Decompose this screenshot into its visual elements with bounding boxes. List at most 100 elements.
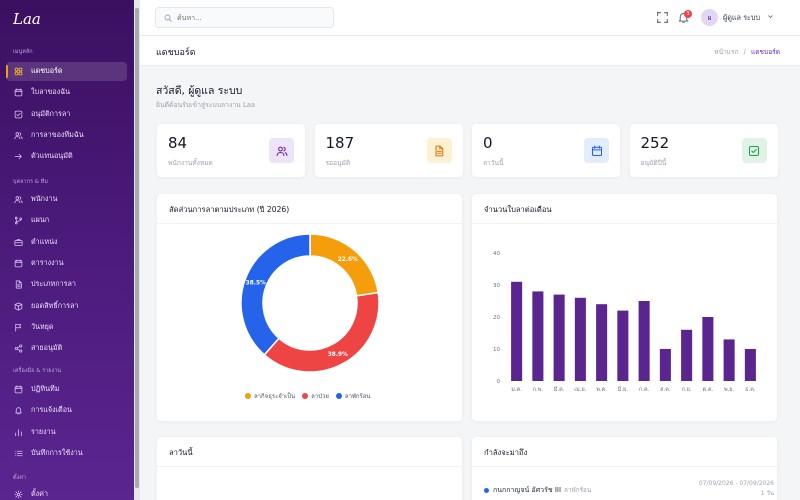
sidebar-scrollbar-thumb[interactable] [135,8,139,488]
breadcrumb-home[interactable]: หน้าแรก [714,48,739,56]
bar[interactable] [659,349,671,381]
calendar-icon [14,385,23,394]
sidebar-item[interactable]: สายอนุมัติ [6,339,127,358]
sidebar-item[interactable]: รายงาน [6,423,127,442]
sidebar-item[interactable]: ปฏิทินทีม [6,380,127,399]
app-logo[interactable]: Laa [13,10,41,28]
breadcrumb-current: แดชบอร์ด [751,48,780,56]
sidebar-item-label: ตั้งค่า [31,489,49,498]
leave-days: 1 วัน [760,490,774,497]
sidebar-item[interactable]: แดชบอร์ด [6,62,127,81]
y-tick-label: 10 [493,347,500,353]
card-title: จำนวนใบลาต่อเดือน [484,205,552,214]
sidebar-item[interactable]: ยอดสิทธิ์การลา [6,297,127,316]
y-tick-label: 40 [493,251,500,257]
sidebar-item-label: อนุมัติการลา [31,108,71,118]
bar-chart: 0 10 20 30 40 ม.ค. ก.พ. มี.ค. เม.ย. พ.ค. มิ.ย. ก.ค.… [493,251,756,393]
flag-icon [14,323,23,332]
bar[interactable] [532,291,544,381]
bar[interactable] [553,294,565,381]
sidebar-item[interactable]: บันทึกการใช้งาน [6,444,127,463]
breadcrumb-separator: / [743,48,746,56]
avatar[interactable]: ผ [701,9,718,26]
stat-label: พนักงานทั้งหมด [168,159,213,167]
sidebar-section-label: ตั้งค่า [13,475,27,481]
x-tick-label: ธ.ค. [745,386,756,393]
bar[interactable] [681,329,693,381]
x-tick-label: มิ.ย. [617,386,628,393]
sidebar-scrollbar[interactable] [134,0,140,500]
calendar-icon [14,259,23,268]
x-tick-label: ส.ค. [660,386,671,393]
bar[interactable] [574,297,586,381]
sidebar-item[interactable]: ตำแหน่ง [6,233,127,252]
bar[interactable] [744,349,756,381]
slice-label: 38.9% [328,352,348,358]
users-icon [14,131,23,140]
notification-badge: 3 [684,10,692,18]
donut-slice[interactable] [240,233,311,356]
sidebar-item[interactable]: ใบลาของฉัน [6,83,127,102]
legend-item[interactable]: ลาพักร้อน [335,391,371,401]
slice-label: 38.5% [246,280,266,286]
x-tick-label: เม.ย. [574,387,586,393]
greeting: สวัสดี, ผู้ดูแล ระบบ [156,85,243,97]
x-tick-label: ต.ค. [703,387,714,393]
fullscreen-icon[interactable] [656,11,669,24]
legend-item[interactable]: ลากิจธุระจำเป็น [245,391,295,401]
legend-swatch [335,393,342,399]
sidebar-item-label: ใบลาของฉัน [31,87,71,97]
donut-slice[interactable] [263,291,380,373]
sidebar-item[interactable]: การลาของทีมฉัน [6,126,127,145]
briefcase-icon [14,238,23,247]
check-square-icon [14,110,23,119]
sidebar-item[interactable]: พนักงาน [6,190,127,209]
sidebar-item[interactable]: การแจ้งเตือน [6,401,127,420]
stat-label: รออนุมัติ [325,159,351,167]
legend-item[interactable]: ลาป่วย [302,391,329,401]
sidebar-item[interactable]: ตารางงาน [6,254,127,273]
slice-label: 22.6% [338,257,358,263]
chevron-down-icon[interactable] [767,13,774,20]
bar[interactable] [617,310,629,381]
user-name[interactable]: ผู้ดูแล ระบบ [723,13,761,22]
bar[interactable] [596,304,608,381]
x-tick-label: มี.ค. [553,386,564,393]
x-tick-label: ก.พ. [533,387,544,393]
card-title: สัดส่วนการลาตามประเภท (ปี 2026) [169,205,290,214]
page-header: แดชบอร์ด หน้าแรก / แดชบอร์ด [140,36,800,66]
arrow-right-icon [14,152,23,161]
users-icon [14,195,23,204]
sidebar-item[interactable]: ประเภทการลา [6,275,127,294]
x-tick-label: ก.ค. [639,387,650,393]
card-header [472,194,777,224]
card-title: ลาวันนี้ [169,448,193,457]
sidebar-item[interactable]: แผนก [6,211,127,230]
sidebar-item-label: ตารางงาน [31,257,64,267]
bar[interactable] [702,317,714,381]
sidebar-item[interactable]: อนุมัติการลา [6,105,127,124]
search-box[interactable] [155,7,334,28]
sidebar-item-label: พนักงาน [31,194,58,203]
y-tick-label: 30 [493,283,500,289]
legend-label: ลากิจธุระจำเป็น [254,393,296,400]
legend-label: ลาป่วย [311,393,329,400]
sidebar-item[interactable]: วันหยุด [6,318,127,337]
calendar-icon [584,138,609,163]
bar[interactable] [638,301,650,381]
stat-value: 187 [325,134,355,152]
legend-label: ลาพักร้อน [344,393,371,400]
search-input[interactable] [177,13,327,22]
search-icon [164,14,172,22]
sidebar-item[interactable]: ตั้งค่า [6,485,127,500]
document-icon [426,138,452,163]
donut-slice[interactable] [309,233,380,297]
bar[interactable] [723,339,735,381]
sidebar-item-label: ตัวแทนอนุมัติ [31,151,73,161]
card-title: กำลังจะมาถึง [484,448,528,457]
bar[interactable] [511,281,523,381]
sidebar-item[interactable]: ตัวแทนอนุมัติ [6,147,127,166]
stat-value: 84 [168,134,188,152]
monthly-leave-chart-card: จำนวนใบลาต่อเดือน 0 10 20 30 40 ม.ค. ก.พ. มี.ค.… [471,193,778,422]
document-icon [14,280,23,289]
